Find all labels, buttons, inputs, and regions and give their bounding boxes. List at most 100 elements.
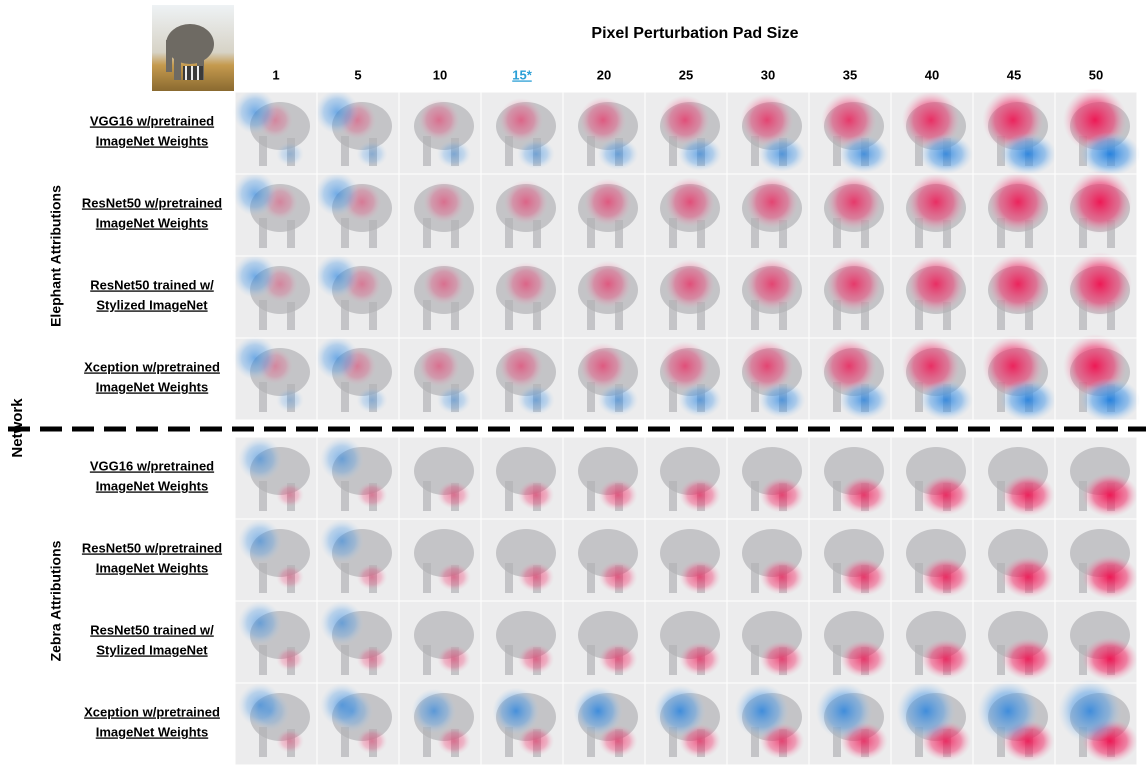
red-blob xyxy=(423,263,465,305)
column-label: 45 xyxy=(1007,67,1021,82)
blue-blob xyxy=(356,387,388,413)
elephant-leg xyxy=(505,645,513,675)
elephant-leg xyxy=(451,220,459,248)
attribution-map xyxy=(234,518,318,602)
attribution-map xyxy=(1054,679,1138,765)
elephant-leg xyxy=(669,563,677,593)
elephant-leg xyxy=(423,645,431,675)
row-label: ImageNet Weights xyxy=(96,724,208,739)
elephant-leg xyxy=(997,645,1005,675)
elephant-leg xyxy=(259,136,267,166)
elephant-leg xyxy=(259,300,267,330)
blue-blob xyxy=(233,336,277,380)
attribution-map xyxy=(644,518,728,602)
blue-blob xyxy=(815,682,873,740)
red-blob xyxy=(740,339,794,393)
attribution-map xyxy=(562,255,646,339)
elephant-leg xyxy=(587,727,595,757)
elephant-leg xyxy=(287,302,295,330)
red-blob xyxy=(276,483,304,507)
elephant-leg xyxy=(751,481,759,511)
attribution-map xyxy=(316,436,400,520)
red-blob xyxy=(598,479,638,511)
column-label: 25 xyxy=(679,67,693,82)
red-blob xyxy=(920,475,972,515)
blue-blob xyxy=(436,386,472,414)
row-label: ImageNet Weights xyxy=(96,215,208,230)
elephant-leg xyxy=(341,136,349,166)
elephant-leg xyxy=(861,220,869,248)
red-blob xyxy=(276,729,304,753)
elephant-leg xyxy=(833,727,841,757)
attribution-map xyxy=(890,336,974,421)
elephant-leg xyxy=(915,727,923,757)
row-label: Stylized ImageNet xyxy=(96,642,208,657)
blue-blob xyxy=(1058,679,1122,743)
elephant-leg xyxy=(505,727,513,757)
attribution-map xyxy=(890,254,974,339)
attribution-map xyxy=(1054,436,1138,520)
row-label: Xception w/pretrained xyxy=(84,704,220,719)
blue-blob xyxy=(919,134,973,174)
column-label: 10 xyxy=(433,67,447,82)
red-blob xyxy=(745,257,799,311)
column-label: 1 xyxy=(272,67,279,82)
attribution-map xyxy=(233,172,318,257)
column-label: 5 xyxy=(354,67,361,82)
attribution-map xyxy=(398,518,482,602)
elephant-leg xyxy=(423,300,431,330)
elephant-leg xyxy=(587,136,595,166)
elephant-leg xyxy=(341,481,349,511)
attribution-map xyxy=(233,254,318,339)
attribution-map xyxy=(972,518,1056,602)
blue-blob xyxy=(238,683,282,727)
elephant-leg xyxy=(997,300,1005,330)
row-label: ResNet50 trained w/ xyxy=(90,622,214,637)
red-blob xyxy=(598,643,638,675)
blue-blob xyxy=(597,384,639,416)
attribution-map xyxy=(890,600,974,684)
attribution-map xyxy=(644,173,728,257)
attribution-map xyxy=(233,90,318,175)
elephant-leg xyxy=(751,218,759,248)
attribution-map xyxy=(1054,88,1140,176)
elephant-leg xyxy=(915,563,923,593)
red-blob xyxy=(1082,555,1138,599)
attribution-map xyxy=(480,255,564,339)
red-blob xyxy=(598,561,638,593)
elephant-leg xyxy=(423,136,431,166)
column-label: 50 xyxy=(1089,67,1103,82)
blue-blob xyxy=(654,685,706,737)
elephant-leg xyxy=(915,481,923,511)
attribution-map xyxy=(644,682,728,765)
red-blob xyxy=(276,647,304,671)
attribution-map xyxy=(808,91,892,175)
elephant-leg xyxy=(751,563,759,593)
blue-blob xyxy=(838,135,890,173)
blue-blob xyxy=(436,140,472,168)
blue-blob xyxy=(573,686,623,736)
elephant-leg xyxy=(259,481,267,511)
attribution-map xyxy=(644,337,728,421)
elephant-leg xyxy=(915,645,923,675)
attribution-map xyxy=(480,91,564,175)
red-blob xyxy=(660,341,710,391)
elephant-leg xyxy=(915,136,923,166)
red-blob xyxy=(423,181,465,223)
attribution-map xyxy=(480,436,564,520)
attribution-map xyxy=(1054,518,1138,602)
attribution-map xyxy=(1054,252,1138,339)
elephant-leg xyxy=(423,382,431,412)
red-blob xyxy=(660,95,710,145)
blue-blob xyxy=(999,133,1057,175)
red-blob xyxy=(503,179,549,225)
blue-blob xyxy=(320,437,364,481)
attribution-map xyxy=(972,89,1057,175)
row-label: ResNet50 w/pretrained xyxy=(82,540,222,555)
blue-blob xyxy=(238,437,282,481)
attribution-map xyxy=(726,255,810,339)
elephant-leg xyxy=(833,300,841,330)
attribution-map xyxy=(315,172,400,257)
elephant-leg xyxy=(341,300,349,330)
title: Pixel Perturbation Pad Size xyxy=(591,25,798,42)
